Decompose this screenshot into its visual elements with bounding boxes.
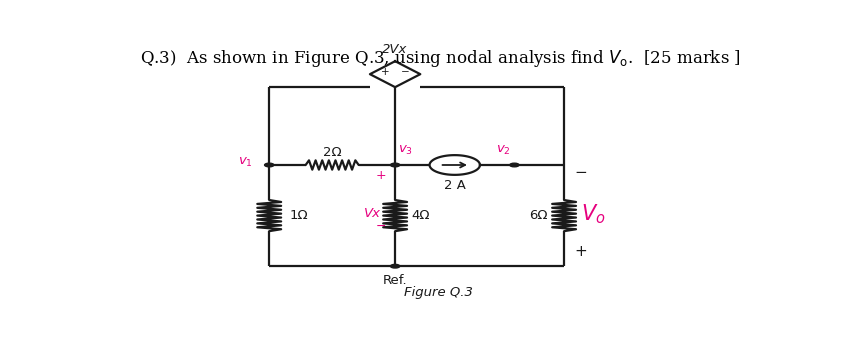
Text: −: − [375,219,386,233]
Text: +: + [375,169,386,182]
Text: Figure Q.3: Figure Q.3 [404,286,473,299]
Text: $V_o$: $V_o$ [581,203,605,226]
Text: $v_2$: $v_2$ [497,144,511,157]
Text: 1Ω: 1Ω [289,209,308,222]
Text: $v_1$: $v_1$ [238,156,253,169]
Text: Ref.: Ref. [383,274,408,287]
Text: 2 A: 2 A [444,179,466,192]
Text: Vx: Vx [363,207,380,219]
Text: 2Ω: 2Ω [323,146,341,158]
Text: +: + [380,67,390,77]
Text: $v_3$: $v_3$ [398,144,414,157]
Circle shape [510,163,519,167]
Text: 4Ω: 4Ω [412,209,430,222]
Text: +: + [575,244,587,259]
Text: −: − [575,165,587,180]
Circle shape [391,163,400,167]
Text: 2Vx: 2Vx [382,43,408,56]
Circle shape [391,265,400,268]
Text: 6Ω: 6Ω [529,209,547,222]
Text: −: − [401,67,410,77]
Text: Q.3)  As shown in Figure Q.3, using nodal analysis find $V_{\rm o}$.  [25 marks : Q.3) As shown in Figure Q.3, using nodal… [140,48,740,69]
Circle shape [264,163,274,167]
